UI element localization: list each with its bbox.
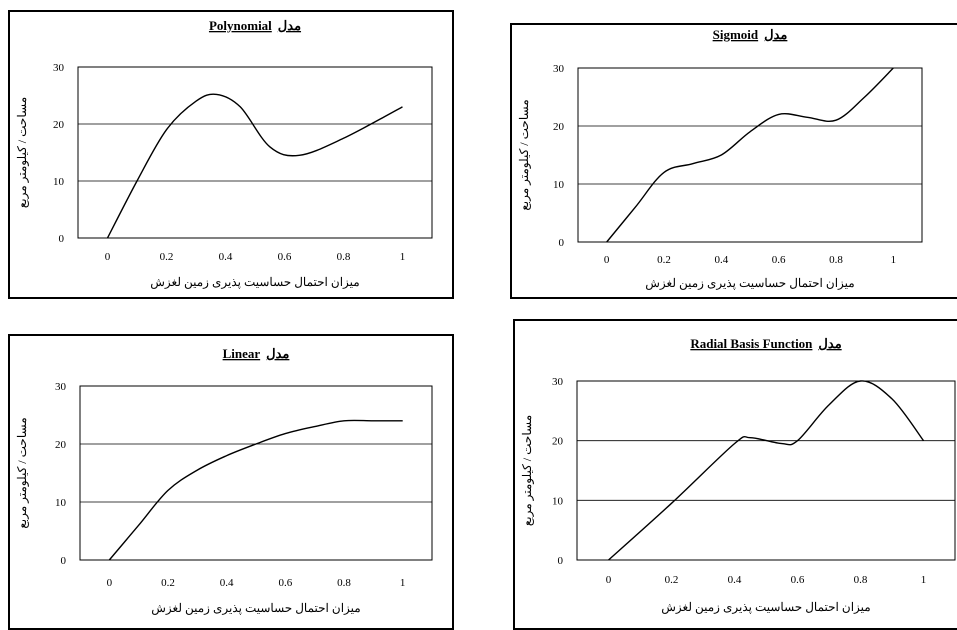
series-line xyxy=(106,93,403,239)
x-tick-label: 0.4 xyxy=(714,254,728,266)
plot-area xyxy=(576,380,956,561)
chart-title-en: Linear xyxy=(223,346,261,361)
x-axis-label: میزان احتمال حساسیت پذیری زمین لغزش xyxy=(661,600,870,614)
x-tick-label: 0 xyxy=(606,574,612,586)
x-tick-label: 1 xyxy=(400,251,406,263)
x-tick-label: 0.2 xyxy=(665,574,679,586)
y-tick-label: 30 xyxy=(55,381,67,393)
chart-svg: Polynomial مدل 0 10 20 30 0 0.2 0.4 0.6 0.8 1 میزان … xyxy=(15,18,433,289)
y-tick-label: 0 xyxy=(61,555,67,567)
chart-panel-rbf: Radial Basis Function مدل 0 10 20 30 0 0.2 0.4 0.… xyxy=(513,319,957,630)
chart-title-fa: مدل xyxy=(764,27,787,42)
y-tick-label: 0 xyxy=(558,555,564,567)
x-tick-label: 0.2 xyxy=(160,251,174,263)
chart-svg: Radial Basis Function مدل 0 10 20 30 0 0.2 0.4 0.… xyxy=(520,336,956,614)
x-tick-label: 0.6 xyxy=(278,577,292,589)
chart-title: Linear مدل xyxy=(223,346,290,361)
x-tick-label: 0.8 xyxy=(337,577,351,589)
chart-svg: Linear مدل 0 10 20 30 0 0.2 0.4 0.6 0.8 1 میزان احتم… xyxy=(15,346,433,615)
x-tick-label: 1 xyxy=(921,574,927,586)
y-axis-label: مساحت / کیلومتر مربع xyxy=(15,417,29,528)
x-tick-label: 0.6 xyxy=(278,251,292,263)
x-axis-label: میزان احتمال حساسیت پذیری زمین لغزش xyxy=(645,276,854,290)
chart-title-en: Radial Basis Function xyxy=(690,336,813,351)
y-tick-label: 10 xyxy=(552,495,564,507)
x-tick-label: 0.4 xyxy=(219,251,233,263)
x-axis-label: میزان احتمال حساسیت پذیری زمین لغزش xyxy=(151,601,360,615)
y-axis-label: مساحت / کیلومتر مربع xyxy=(517,99,531,210)
plot-area xyxy=(77,66,433,239)
series-line xyxy=(606,67,894,243)
chart-panel-sigmoid: Sigmoid مدل 0 10 20 30 0 0.2 0.4 0.6 0.8 1 میزان احت… xyxy=(510,23,957,299)
x-axis-label: میزان احتمال حساسیت پذیری زمین لغزش xyxy=(150,275,359,289)
plot-area xyxy=(577,67,923,243)
x-tick-label: 0.2 xyxy=(657,254,671,266)
x-tick-label: 0 xyxy=(105,251,111,263)
y-tick-label: 10 xyxy=(553,179,565,191)
x-tick-label: 0.2 xyxy=(161,577,175,589)
x-tick-label: 1 xyxy=(400,577,406,589)
chart-title-fa: مدل xyxy=(266,346,289,361)
chart-panel-polynomial: Polynomial مدل 0 10 20 30 0 0.2 0.4 0.6 0.8 1 میزان … xyxy=(8,10,454,299)
plot-area xyxy=(79,385,433,561)
chart-title-en: Sigmoid xyxy=(713,27,759,42)
chart-svg: Sigmoid مدل 0 10 20 30 0 0.2 0.4 0.6 0.8 1 میزان احت… xyxy=(517,27,923,290)
y-tick-label: 0 xyxy=(559,237,565,249)
x-tick-label: 0.8 xyxy=(829,254,843,266)
chart-title: Radial Basis Function مدل xyxy=(690,336,841,351)
y-tick-label: 20 xyxy=(553,121,565,133)
x-tick-label: 1 xyxy=(891,254,897,266)
y-axis-label: مساحت / کیلومتر مربع xyxy=(15,97,29,208)
x-tick-label: 0.6 xyxy=(791,574,805,586)
x-tick-label: 0.4 xyxy=(220,577,234,589)
y-tick-label: 20 xyxy=(552,436,564,448)
y-tick-label: 10 xyxy=(55,497,67,509)
x-tick-label: 0.4 xyxy=(728,574,742,586)
y-axis-label: مساحت / کیلومتر مربع xyxy=(520,415,534,526)
y-tick-label: 30 xyxy=(553,63,565,75)
chart-panel-linear: Linear مدل 0 10 20 30 0 0.2 0.4 0.6 0.8 1 میزان احتم… xyxy=(8,334,454,630)
y-tick-label: 30 xyxy=(53,62,65,74)
x-tick-label: 0 xyxy=(604,254,610,266)
y-tick-label: 30 xyxy=(552,376,564,388)
chart-title: Sigmoid مدل xyxy=(713,27,788,42)
y-tick-label: 10 xyxy=(53,176,65,188)
y-tick-label: 0 xyxy=(59,233,65,245)
x-tick-label: 0 xyxy=(107,577,113,589)
chart-title-en: Polynomial xyxy=(209,18,272,33)
y-tick-label: 20 xyxy=(53,119,65,131)
chart-title: Polynomial مدل xyxy=(209,18,301,33)
x-tick-label: 0.8 xyxy=(854,574,868,586)
x-tick-label: 0.6 xyxy=(772,254,786,266)
series-line xyxy=(608,380,925,561)
y-tick-label: 20 xyxy=(55,439,67,451)
x-tick-label: 0.8 xyxy=(337,251,351,263)
chart-title-fa: مدل xyxy=(278,18,301,33)
chart-title-fa: مدل xyxy=(818,336,841,351)
series-line xyxy=(108,419,403,561)
